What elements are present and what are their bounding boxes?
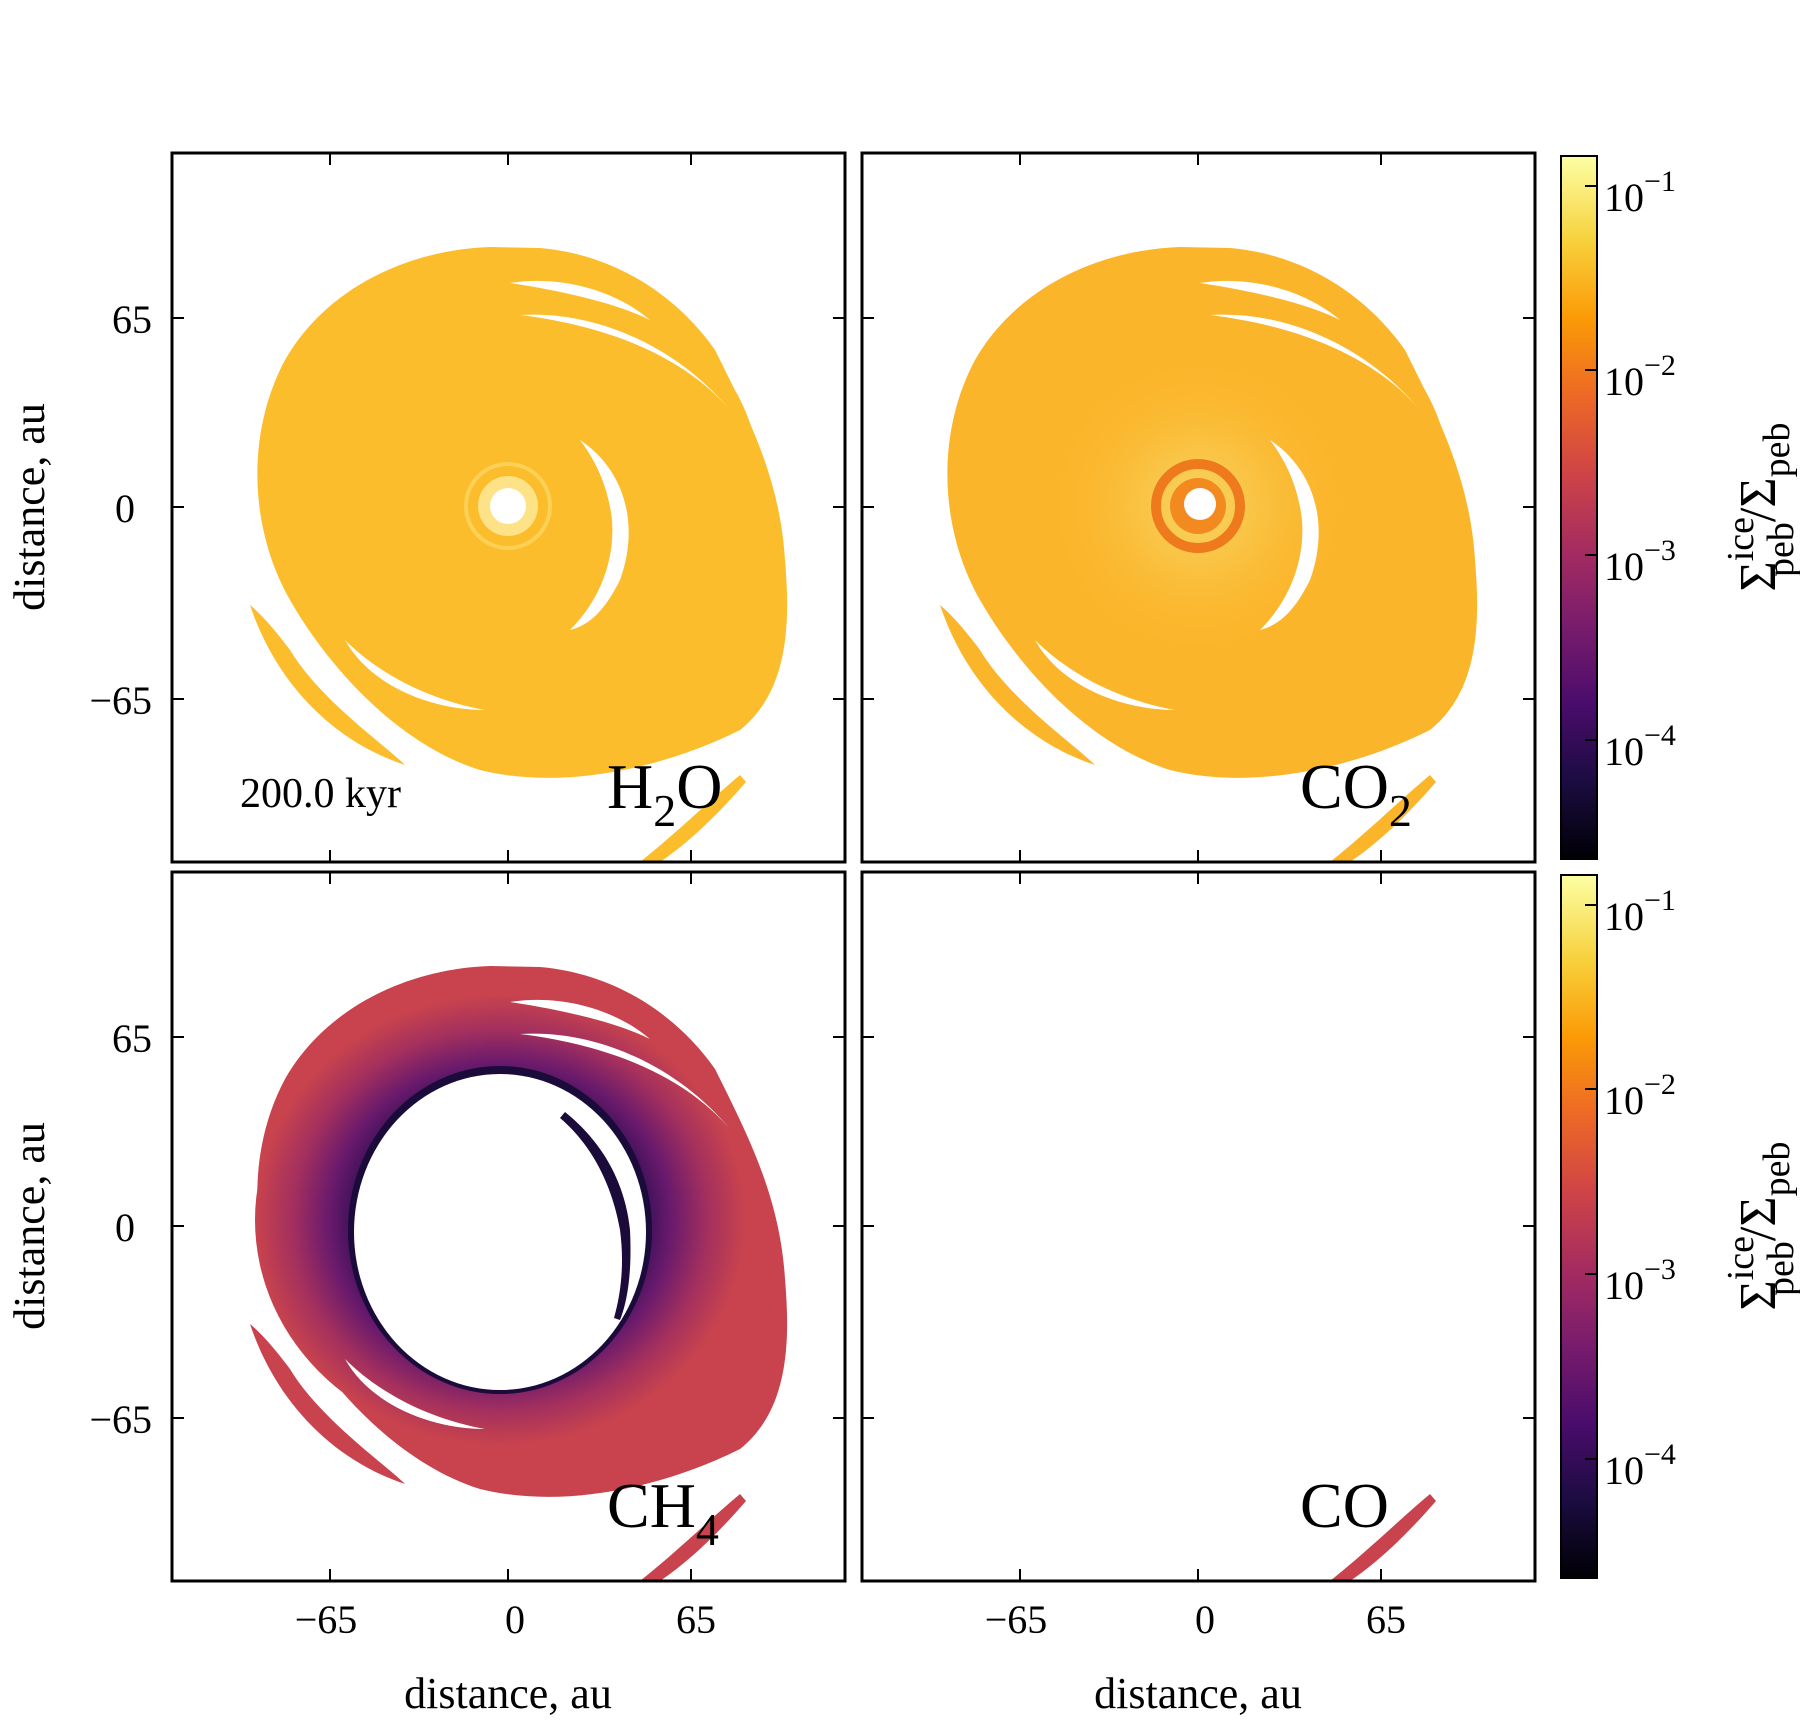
outer-arm [250, 605, 405, 765]
species-label: CO2 [1300, 751, 1412, 836]
y-tick-label: 0 [115, 486, 135, 531]
colorbar-label: Σicepeb/Σpeb [1720, 422, 1800, 591]
outer-arm [940, 605, 1095, 765]
cb-tick: 10−2 [1604, 1068, 1676, 1123]
x-tick-label: −65 [985, 1597, 1048, 1642]
y-axis-title: distance, au [5, 403, 54, 611]
cb-tick: 10−3 [1604, 1253, 1676, 1308]
panel-co: CO [860, 870, 1537, 1583]
inner-cavity [1184, 488, 1216, 520]
y-tick-labels-top: 65 0 −65 [89, 297, 152, 723]
outer-arm-top [1210, 270, 1445, 440]
corner-arc [1330, 1494, 1436, 1581]
cb-tick: 10−2 [1604, 349, 1676, 404]
colorbar-label: Σicepeb/Σpeb [1720, 1141, 1800, 1310]
gap-2 [520, 314, 730, 410]
cb-tick: 10−4 [1604, 719, 1676, 774]
inner-ring-outer [1151, 459, 1245, 553]
outer-arm-top [520, 270, 755, 440]
y-tick-labels-bottom: 65 0 −65 [89, 1016, 152, 1442]
ticks [172, 153, 845, 862]
inner-cavity [354, 1074, 646, 1390]
cb-tick: 10−3 [1604, 534, 1676, 589]
x-tick-label: 65 [1366, 1597, 1406, 1642]
y-tick-label: 65 [112, 297, 152, 342]
gap-4 [345, 640, 485, 710]
ticks [862, 153, 1535, 862]
corner-arc [1330, 775, 1436, 862]
species-label: H2O [607, 751, 722, 836]
cb-tick: 10−1 [1604, 884, 1676, 939]
disk-ch4 [250, 966, 788, 1581]
gap-4 [1035, 640, 1175, 710]
ticks [172, 872, 845, 1581]
panel-co2: CO2 [860, 151, 1537, 864]
inner-arc-fragment [560, 1112, 631, 1320]
colorbar-gradient [1560, 874, 1598, 1579]
y-tick-label: −65 [89, 1397, 152, 1442]
time-label: 200.0 kyr [240, 771, 401, 817]
cb-tick: 10−4 [1604, 1438, 1676, 1493]
cb-tick: 10−1 [1604, 165, 1676, 220]
x-tick-label: −65 [295, 1597, 358, 1642]
gap-4 [345, 1359, 485, 1429]
x-axis-title: distance, au [404, 1669, 612, 1718]
colorbar-bottom: 10−1 10−2 10−3 10−4 Σicepeb/Σpeb [1560, 874, 1800, 1579]
disk-co2 [940, 247, 1478, 862]
corner-arc [640, 775, 746, 862]
ticks [862, 872, 1535, 1581]
y-tick-label: 0 [115, 1205, 135, 1250]
gap-1 [510, 999, 650, 1039]
x-tick-label: 0 [1195, 1597, 1215, 1642]
x-tick-labels-right: −65 0 65 [985, 1597, 1406, 1642]
gap-3 [570, 440, 629, 630]
y-tick-label: 65 [112, 1016, 152, 1061]
gap-1 [1200, 280, 1340, 320]
y-tick-label: −65 [89, 678, 152, 723]
disk-h2o [250, 247, 788, 862]
gap-1 [510, 280, 650, 320]
species-label: CO [1300, 1470, 1389, 1541]
gap-2 [1210, 314, 1420, 410]
colorbar-top: 10−1 10−2 10−3 10−4 Σicepeb/Σpeb [1560, 155, 1800, 860]
panel-frame [860, 870, 1537, 1583]
gap-2 [520, 1033, 730, 1129]
inner-cavity [490, 488, 526, 524]
disk-co [1330, 1494, 1436, 1581]
colorbar-gradient [1560, 155, 1598, 860]
species-label: CH4 [607, 1470, 719, 1555]
x-tick-label: 65 [676, 1597, 716, 1642]
inner-ring [464, 462, 552, 550]
panel-ch4: CH4 [170, 870, 847, 1583]
x-tick-labels-left: −65 0 65 [295, 1597, 716, 1642]
corner-arc [640, 1494, 746, 1581]
panel-h2o: 200.0 kyr H2O [170, 151, 847, 864]
gap-3 [1260, 440, 1319, 630]
outer-arm [250, 1324, 405, 1484]
x-tick-label: 0 [505, 1597, 525, 1642]
x-axis-title: distance, au [1094, 1669, 1302, 1718]
y-axis-title: distance, au [5, 1122, 54, 1330]
